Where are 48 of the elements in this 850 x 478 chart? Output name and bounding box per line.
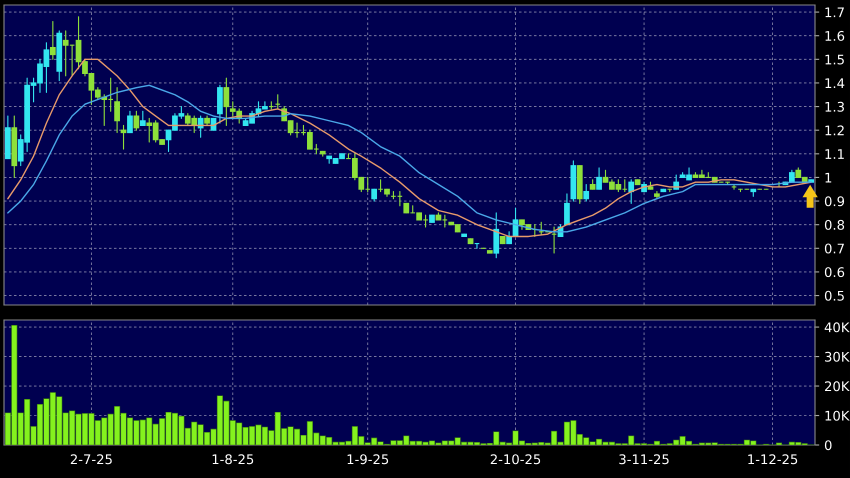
x-tick-label: 1-9-25 bbox=[348, 454, 388, 464]
y-tick-label: 1.3 bbox=[825, 102, 844, 112]
y-tick-label: 1.2 bbox=[825, 125, 844, 136]
y-tick-label: 40K bbox=[824, 322, 850, 332]
candlestick bbox=[274, 94, 281, 110]
candlestick bbox=[114, 87, 120, 134]
candlestick bbox=[538, 222, 544, 235]
candlestick bbox=[506, 231, 512, 244]
candlestick bbox=[134, 110, 140, 131]
y-tick-label: 20K bbox=[824, 381, 850, 392]
candlestick bbox=[590, 179, 596, 190]
candlestick bbox=[390, 191, 396, 200]
y-tick-label: 0 bbox=[824, 440, 832, 450]
y-tick-label: 0.5 bbox=[824, 290, 844, 301]
y-tick-label: 1 bbox=[825, 172, 832, 182]
candlestick bbox=[666, 188, 673, 192]
candlestick bbox=[396, 191, 403, 206]
y-tick-label: 0.8 bbox=[824, 220, 844, 230]
candlestick bbox=[120, 124, 126, 150]
y-tick-label: 1.4 bbox=[825, 78, 844, 88]
x-tick-label: 3-11-25 bbox=[619, 454, 669, 464]
candlestick bbox=[474, 243, 480, 249]
y-tick-label: 10K bbox=[825, 410, 850, 421]
y-tick-label: 0.6 bbox=[824, 267, 844, 278]
candlestick bbox=[512, 208, 518, 238]
candlestick bbox=[583, 184, 590, 202]
candlestick bbox=[551, 226, 557, 254]
y-tick-label: 1.1 bbox=[825, 149, 844, 159]
candlestick bbox=[223, 78, 230, 126]
x-tick-label: 2-7-25 bbox=[70, 454, 112, 464]
y-tick-label: 30K bbox=[825, 352, 850, 362]
candlestick bbox=[140, 110, 146, 126]
candlestick bbox=[204, 115, 210, 126]
x-tick-label: 1-8-25 bbox=[212, 454, 254, 464]
candlestick bbox=[50, 20, 56, 60]
candlestick bbox=[268, 101, 274, 110]
candlestick bbox=[564, 193, 570, 226]
candlestick bbox=[493, 212, 500, 258]
y-tick-label: 1.7 bbox=[825, 7, 844, 18]
x-tick-label: 2-10-25 bbox=[490, 454, 540, 464]
x-tick-label: 1-12-25 bbox=[748, 454, 798, 464]
y-tick-label: 1.5 bbox=[825, 54, 844, 65]
candlestick bbox=[371, 188, 378, 202]
y-tick-label: 0.7 bbox=[824, 244, 844, 254]
candlestick bbox=[596, 167, 602, 190]
candlestick bbox=[127, 110, 133, 134]
y-tick-label: 1.6 bbox=[825, 30, 844, 41]
y-tick-label: 0.9 bbox=[824, 196, 844, 206]
